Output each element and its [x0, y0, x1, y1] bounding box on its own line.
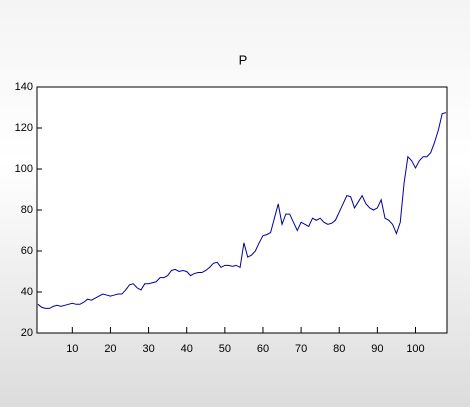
y-tick-label: 100 [15, 163, 33, 175]
plot-area [36, 86, 448, 334]
x-tick-label: 80 [333, 343, 345, 355]
x-tick-label: 30 [142, 343, 154, 355]
x-tick-label: 100 [406, 343, 424, 355]
x-tick-label: 20 [104, 343, 116, 355]
chart-title: P [239, 52, 248, 67]
y-tick-label: 20 [21, 327, 33, 339]
y-tick-label: 40 [21, 286, 33, 298]
y-tick-label: 80 [21, 204, 33, 216]
x-tick-label: 40 [181, 343, 193, 355]
data-line [37, 112, 447, 309]
y-tick-label: 140 [15, 81, 33, 93]
x-tick-label: 70 [295, 343, 307, 355]
x-tick-label: 50 [219, 343, 231, 355]
x-tick-label: 10 [66, 343, 78, 355]
y-tick-label: 60 [21, 245, 33, 257]
x-tick-label: 60 [257, 343, 269, 355]
x-tick-label: 90 [371, 343, 383, 355]
y-tick-label: 120 [15, 122, 33, 134]
